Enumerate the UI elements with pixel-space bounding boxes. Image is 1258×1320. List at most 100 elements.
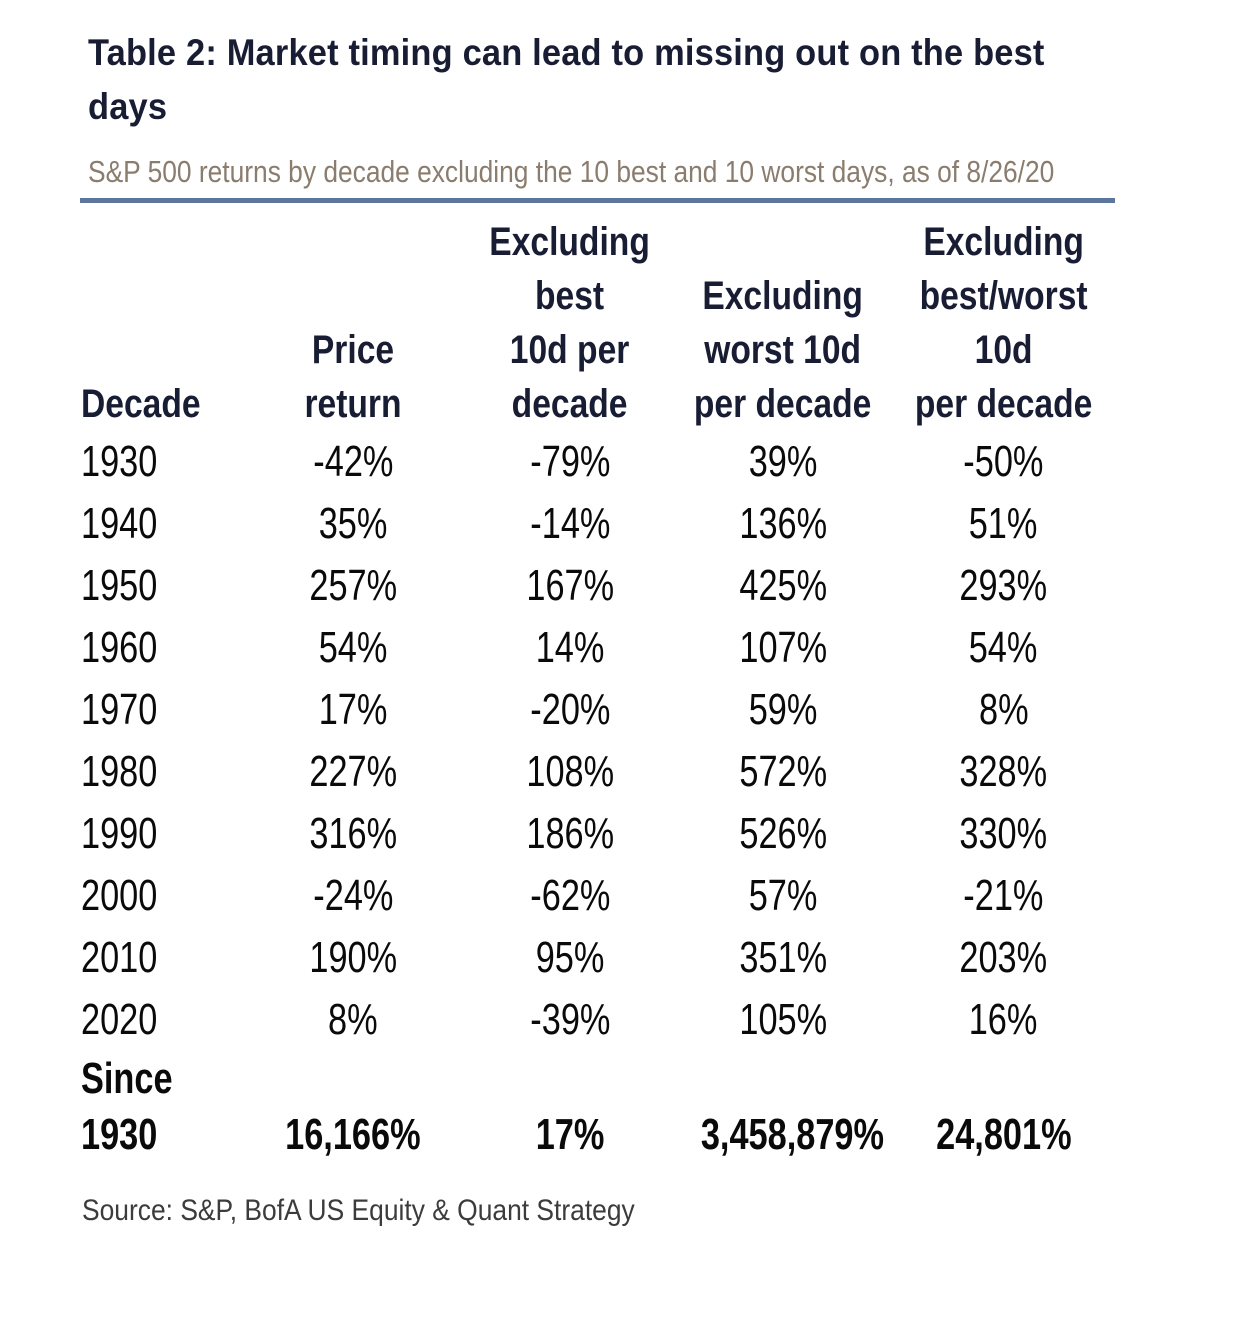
- cell-excluding_worst_10d-text: 59%: [748, 685, 818, 734]
- cell-price_return-text: 54%: [318, 623, 388, 672]
- cell-excluding_best_worst_10d: 54%: [891, 617, 1115, 679]
- cell-excluding_best_worst_10d: -50%: [891, 431, 1115, 493]
- table-total-row: Since 1930 16,166% 17% 3,458,879% 24,801%: [80, 1051, 1115, 1163]
- header-cell-decade: Decade: [80, 377, 240, 431]
- table-row: 2010 190% 95% 351% 203%: [80, 927, 1115, 989]
- cell-decade: 1980: [80, 741, 240, 803]
- table-row: 1940 35% -14% 136% 51%: [80, 493, 1115, 555]
- header-cell-price_return: Price return: [240, 323, 465, 431]
- figure: Table 2: Market timing can lead to missi…: [80, 0, 1115, 1227]
- cell-decade: 1970: [80, 679, 240, 741]
- cell-price_return-text: -24%: [312, 871, 394, 920]
- cell-excluding_best_worst_10d-text: 293%: [959, 561, 1048, 610]
- header-cell-excluding_best_10d-text: Excluding best 10d per decade: [489, 220, 651, 426]
- cell-price_return-text: 8%: [328, 995, 378, 1044]
- cell-excluding_best_worst_10d-text: 51%: [969, 499, 1038, 548]
- total-cell-excluding_best_10d-text: 17%: [535, 1110, 605, 1159]
- cell-excluding_best_worst_10d-text: 54%: [969, 623, 1038, 672]
- cell-excluding_worst_10d-text: 39%: [748, 437, 818, 486]
- cell-excluding_best_worst_10d: 16%: [891, 989, 1115, 1051]
- cell-price_return: 316%: [240, 803, 465, 865]
- cell-excluding_best_10d: -39%: [465, 989, 674, 1051]
- cell-excluding_worst_10d-text: 351%: [739, 933, 827, 982]
- cell-excluding_worst_10d: 136%: [674, 493, 891, 555]
- cell-decade: 2000: [80, 865, 240, 927]
- total-cell-excluding_best_worst_10d-text: 24,801%: [935, 1110, 1072, 1159]
- total-cell-decade-text: Since 1930: [81, 1054, 173, 1159]
- cell-excluding_worst_10d-text: 107%: [739, 623, 827, 672]
- cell-excluding_best_10d: -14%: [465, 493, 674, 555]
- cell-price_return: 8%: [240, 989, 465, 1051]
- cell-excluding_best_10d: -79%: [465, 431, 674, 493]
- cell-price_return-text: 35%: [318, 499, 388, 548]
- cell-excluding_best_worst_10d: 203%: [891, 927, 1115, 989]
- cell-price_return-text: 190%: [309, 933, 397, 982]
- cell-excluding_best_10d: 95%: [465, 927, 674, 989]
- figure-title-text: Table 2: Market timing can lead to missi…: [88, 32, 1045, 127]
- table-header-row: Decade Price return Excluding best 10d per…: [80, 203, 1115, 431]
- cell-price_return: -24%: [240, 865, 465, 927]
- table-row: 1990 316% 186% 526% 330%: [80, 803, 1115, 865]
- table-row: 1980 227% 108% 572% 328%: [80, 741, 1115, 803]
- table-body: 1930 -42% -79% 39% -50% 1940 35% -14% 136% 51% 195…: [80, 431, 1115, 1051]
- cell-excluding_worst_10d: 425%: [674, 555, 891, 617]
- cell-excluding_best_10d: 186%: [465, 803, 674, 865]
- cell-decade-text: 1940: [81, 499, 158, 548]
- cell-excluding_best_worst_10d: 51%: [891, 493, 1115, 555]
- cell-excluding_best_10d-text: -20%: [529, 685, 611, 734]
- cell-price_return: 35%: [240, 493, 465, 555]
- cell-excluding_worst_10d-text: 526%: [739, 809, 827, 858]
- cell-decade-text: 2010: [81, 933, 158, 982]
- cell-excluding_best_10d: -20%: [465, 679, 674, 741]
- cell-decade-text: 1950: [81, 561, 158, 610]
- figure-subtitle-text: S&P 500 returns by decade excluding the …: [88, 154, 1055, 189]
- total-cell-excluding_best_worst_10d: 24,801%: [891, 1107, 1115, 1163]
- cell-decade-text: 1930: [81, 437, 158, 486]
- cell-decade: 2020: [80, 989, 240, 1051]
- cell-price_return: -42%: [240, 431, 465, 493]
- cell-excluding_best_worst_10d-text: -50%: [963, 437, 1044, 486]
- table-row: 2020 8% -39% 105% 16%: [80, 989, 1115, 1051]
- cell-price_return: 257%: [240, 555, 465, 617]
- cell-excluding_worst_10d: 57%: [674, 865, 891, 927]
- cell-excluding_best_10d: 14%: [465, 617, 674, 679]
- cell-excluding_best_worst_10d: 8%: [891, 679, 1115, 741]
- cell-excluding_worst_10d-text: 425%: [739, 561, 827, 610]
- cell-excluding_best_worst_10d: -21%: [891, 865, 1115, 927]
- cell-price_return: 190%: [240, 927, 465, 989]
- cell-excluding_best_10d-text: -14%: [529, 499, 611, 548]
- cell-excluding_best_10d-text: 167%: [526, 561, 614, 610]
- cell-excluding_worst_10d-text: 136%: [739, 499, 827, 548]
- cell-excluding_best_10d: 108%: [465, 741, 674, 803]
- cell-decade: 1990: [80, 803, 240, 865]
- cell-decade: 1950: [80, 555, 240, 617]
- header-cell-excluding_best_worst_10d: Excluding best/worst 10d per decade: [891, 215, 1115, 431]
- cell-price_return: 17%: [240, 679, 465, 741]
- cell-decade-text: 2000: [81, 871, 158, 920]
- total-cell-price_return-text: 16,166%: [285, 1110, 421, 1159]
- figure-subtitle: S&P 500 returns by decade excluding the …: [80, 134, 1115, 198]
- cell-excluding_best_worst_10d-text: 330%: [959, 809, 1048, 858]
- cell-excluding_worst_10d: 107%: [674, 617, 891, 679]
- header-cell-excluding_best_10d: Excluding best 10d per decade: [465, 215, 674, 431]
- header-rule: [80, 198, 1115, 203]
- source-note-text: Source: S&P, BofA US Equity & Quant Stra…: [82, 1194, 635, 1227]
- cell-excluding_worst_10d: 59%: [674, 679, 891, 741]
- total-cell-excluding_worst_10d-text: 3,458,879%: [700, 1110, 885, 1159]
- cell-excluding_worst_10d: 39%: [674, 431, 891, 493]
- table-row: 2000 -24% -62% 57% -21%: [80, 865, 1115, 927]
- cell-excluding_best_10d-text: -39%: [529, 995, 611, 1044]
- cell-excluding_best_10d-text: 186%: [526, 809, 614, 858]
- cell-excluding_best_worst_10d-text: -21%: [963, 871, 1044, 920]
- cell-decade-text: 1970: [81, 685, 158, 734]
- cell-excluding_worst_10d: 526%: [674, 803, 891, 865]
- cell-excluding_best_10d-text: 108%: [526, 747, 614, 796]
- table-row: 1950 257% 167% 425% 293%: [80, 555, 1115, 617]
- cell-excluding_best_worst_10d-text: 203%: [959, 933, 1048, 982]
- cell-excluding_worst_10d-text: 105%: [739, 995, 827, 1044]
- header-cell-decade-text: Decade: [81, 382, 201, 426]
- header-cell-excluding_worst_10d: Excluding worst 10d per decade: [674, 269, 891, 431]
- cell-excluding_best_worst_10d-text: 8%: [978, 685, 1029, 734]
- header-cell-price_return-text: Price return: [304, 328, 402, 426]
- cell-price_return-text: -42%: [312, 437, 394, 486]
